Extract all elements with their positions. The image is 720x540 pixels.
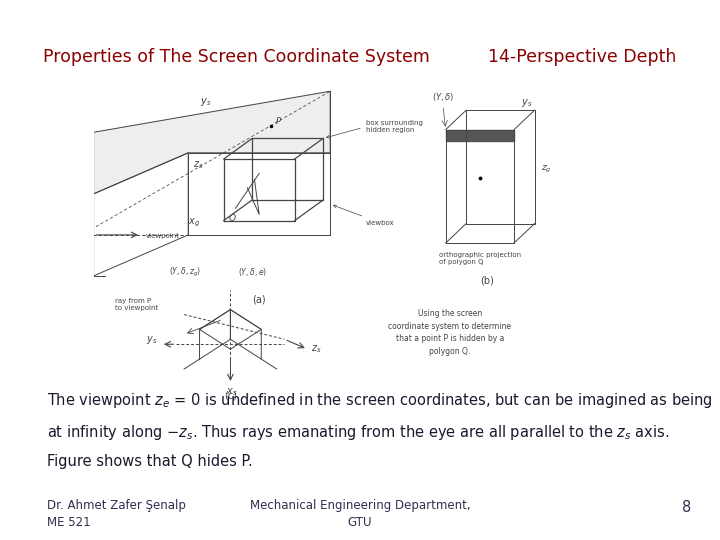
Text: $(Y, \delta, e)$: $(Y, \delta, e)$ (238, 266, 267, 278)
Text: ray from P
to viewpoint: ray from P to viewpoint (114, 298, 158, 310)
Text: $y_s$: $y_s$ (145, 334, 157, 346)
Text: Properties of The Screen Coordinate System: Properties of The Screen Coordinate Syst… (43, 48, 430, 66)
Text: (b): (b) (480, 275, 494, 286)
Text: Mechanical Engineering Department,
GTU: Mechanical Engineering Department, GTU (250, 500, 470, 530)
Text: Q: Q (228, 213, 235, 222)
Text: $(Y, \delta)$: $(Y, \delta)$ (432, 91, 454, 104)
Text: (c): (c) (224, 391, 237, 401)
Text: viewpoint: viewpoint (145, 233, 180, 239)
Text: $y_s$: $y_s$ (200, 96, 212, 107)
Text: 14-Perspective Depth: 14-Perspective Depth (488, 48, 677, 66)
Text: at infinity along $-z_s$. Thus rays emanating from the eye are all parallel to t: at infinity along $-z_s$. Thus rays eman… (47, 423, 669, 442)
Text: $y_s$: $y_s$ (521, 97, 532, 109)
Text: 8: 8 (682, 500, 691, 515)
Text: viewbox: viewbox (333, 205, 395, 226)
Text: Figure shows that Q hides P.: Figure shows that Q hides P. (47, 454, 253, 469)
Text: $z_g$: $z_g$ (541, 164, 552, 174)
Text: $(Y, \delta, z_g)$: $(Y, \delta, z_g)$ (168, 266, 201, 280)
Text: box surrounding
hidden region: box surrounding hidden region (326, 120, 423, 138)
Text: $x_g$: $x_g$ (188, 217, 200, 230)
Polygon shape (94, 91, 330, 194)
Text: $z_s$: $z_s$ (310, 343, 321, 355)
Text: $z_s$: $z_s$ (193, 159, 204, 171)
Text: (a): (a) (253, 295, 266, 305)
Text: Using the screen
coordinate system to determine
that a point P is hidden by a
po: Using the screen coordinate system to de… (389, 309, 511, 356)
Text: $x_s$: $x_s$ (226, 386, 237, 397)
Text: Dr. Ahmet Zafer Şenalp
ME 521: Dr. Ahmet Zafer Şenalp ME 521 (47, 500, 186, 530)
Text: The viewpoint $z_e$ = 0 is undefined in the screen coordinates, but can be imagi: The viewpoint $z_e$ = 0 is undefined in … (47, 392, 713, 410)
Text: orthographic projection
of polygon Q: orthographic projection of polygon Q (439, 252, 521, 265)
Text: P: P (276, 117, 281, 126)
